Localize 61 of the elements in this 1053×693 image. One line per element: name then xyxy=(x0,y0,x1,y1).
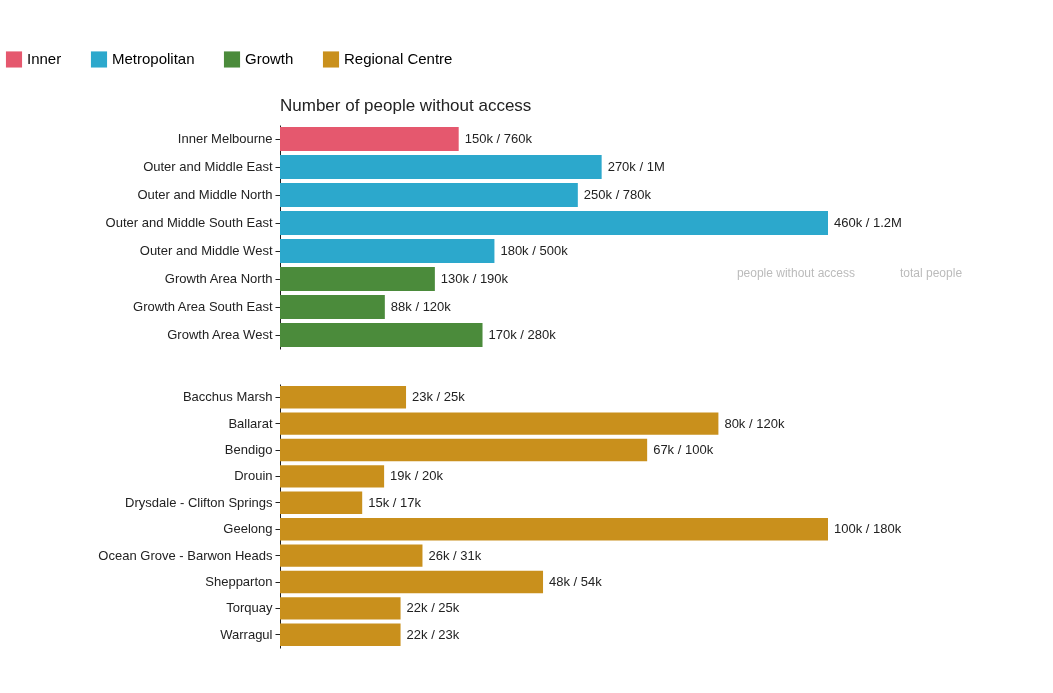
bar xyxy=(280,491,363,515)
bar xyxy=(280,323,483,347)
y-tick-label: Growth Area North xyxy=(164,271,273,286)
bar xyxy=(280,544,423,567)
data-label: 22k / 25k xyxy=(406,600,460,616)
data-label: 170k / 280k xyxy=(488,327,557,342)
bar xyxy=(280,295,385,319)
bar xyxy=(280,385,407,409)
legend-label: Metropolitan xyxy=(112,50,195,68)
y-tick-label: Geelong xyxy=(223,521,273,537)
data-label: 80k / 120k xyxy=(724,415,785,431)
bar xyxy=(280,267,435,291)
bar xyxy=(280,239,495,263)
y-tick-label: Torquay xyxy=(226,600,273,616)
bar xyxy=(280,183,578,207)
bar xyxy=(280,412,719,435)
text: total people xyxy=(900,266,963,281)
y-tick-label: Outer and Middle West xyxy=(139,243,273,258)
data-label: 26k / 31k xyxy=(428,547,482,563)
bar xyxy=(280,597,401,620)
legend-label: Regional Centre xyxy=(344,50,453,68)
data-label: 23k / 25k xyxy=(412,389,466,405)
chart-title: Number of people without access xyxy=(280,96,532,115)
bar xyxy=(280,517,828,541)
y-tick-label: Outer and Middle South East xyxy=(105,215,273,230)
data-label: 460k / 1.2M xyxy=(834,215,902,230)
data-label: 88k / 120k xyxy=(390,299,452,314)
y-tick-label: Drysdale - Clifton Springs xyxy=(125,494,273,510)
data-label: 19k / 20k xyxy=(390,468,444,484)
bar xyxy=(280,155,602,179)
data-label: 180k / 500k xyxy=(500,243,569,258)
annotation: people without access xyxy=(736,266,855,281)
data-label: 150k / 760k xyxy=(464,131,533,146)
y-tick-label: Bendigo xyxy=(224,442,273,457)
bar xyxy=(280,465,385,488)
legend-label: Growth xyxy=(245,50,294,68)
y-tick-label: Outer and Middle North xyxy=(137,187,273,202)
bar xyxy=(280,570,544,594)
y-tick-label: Ballarat xyxy=(228,415,273,431)
data-label: 48k / 54k xyxy=(549,574,603,589)
bar xyxy=(280,127,459,151)
data-label: 250k / 780k xyxy=(583,187,652,202)
data-label: 130k / 190k xyxy=(440,271,509,286)
data-label: 15k / 17k xyxy=(368,494,422,510)
y-tick-label: Drouin xyxy=(234,468,273,484)
y-tick-label: Bacchus Marsh xyxy=(182,389,273,405)
data-label: 22k / 23k xyxy=(406,626,460,642)
bar xyxy=(280,438,648,462)
bar xyxy=(280,211,828,235)
y-tick-label: Growth Area West xyxy=(167,327,273,342)
data-label: 270k / 1M xyxy=(607,159,665,174)
legend-label: Inner xyxy=(27,50,62,68)
bar xyxy=(280,623,401,647)
y-tick-label: Growth Area South East xyxy=(133,299,273,314)
y-tick-label: Shepparton xyxy=(205,574,273,589)
y-tick-label: Ocean Grove - Barwon Heads xyxy=(98,547,273,563)
y-tick-label: Warragul xyxy=(220,626,273,642)
y-tick-label: Outer and Middle East xyxy=(143,159,273,174)
data-label: 100k / 180k xyxy=(834,521,902,537)
data-label: 67k / 100k xyxy=(653,442,714,457)
y-tick-label: Inner Melbourne xyxy=(177,131,273,146)
